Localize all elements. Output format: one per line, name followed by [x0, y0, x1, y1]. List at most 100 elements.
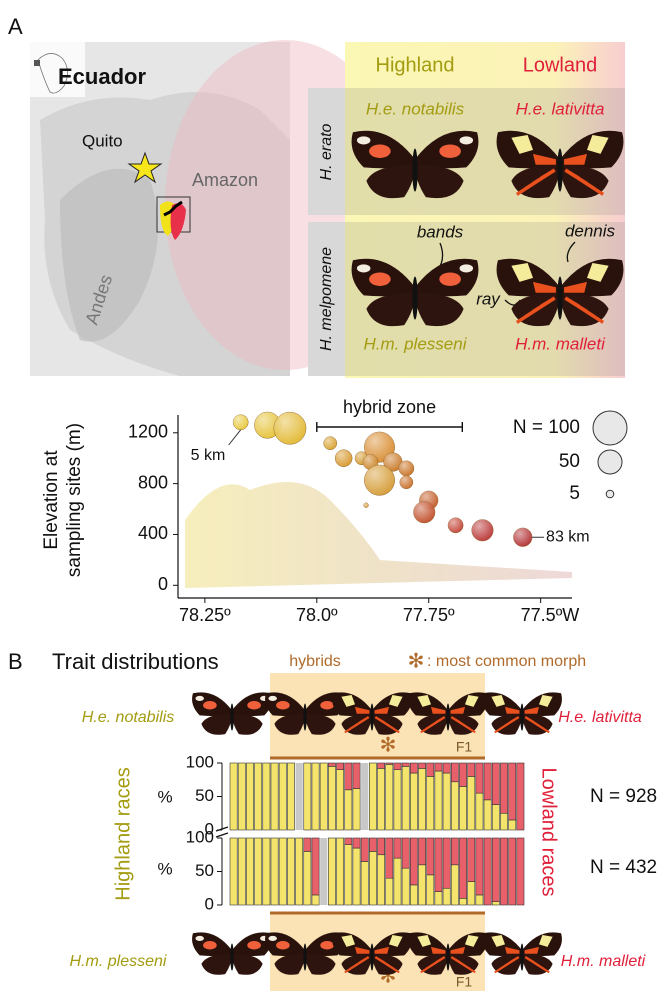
body	[520, 704, 523, 731]
bar-segment	[484, 800, 491, 830]
y-tick-label: 800	[138, 472, 168, 492]
hybrids-label: hybrids	[289, 653, 341, 670]
bar-segment	[402, 868, 409, 905]
bar-segment	[459, 786, 466, 830]
bar-segment	[353, 763, 360, 788]
body	[412, 149, 417, 192]
size-legend-circle	[606, 490, 614, 498]
bar-segment	[345, 838, 352, 845]
bar-segment	[427, 763, 434, 776]
bar-segment	[238, 763, 245, 830]
y-tick-label: 100	[186, 827, 214, 846]
bubble-shine	[513, 528, 532, 547]
bar-segment	[492, 805, 499, 830]
bar-segment	[369, 838, 376, 851]
y-axis-title: sampling sites (m)	[64, 423, 85, 577]
bar-segment	[263, 763, 270, 830]
bar-segment	[320, 763, 327, 830]
bar-segment	[427, 776, 434, 830]
bar-segment	[410, 885, 417, 905]
wing-patch	[203, 701, 217, 710]
bar-segment	[459, 898, 466, 905]
y-axis-title: Elevation at	[41, 450, 62, 550]
bar-segment	[369, 851, 376, 905]
bar-segment	[500, 813, 507, 830]
butterfly	[192, 692, 272, 734]
bar-segment	[378, 763, 385, 768]
bar-segment	[476, 838, 483, 895]
bar-segment	[410, 773, 417, 830]
city-label: Quito	[82, 131, 123, 150]
body	[303, 704, 306, 731]
wing-spot	[357, 136, 371, 144]
bar-segment	[353, 788, 360, 830]
bar-segment	[246, 838, 253, 905]
bar-segment	[328, 838, 335, 905]
wing-patch	[369, 272, 391, 286]
body	[370, 944, 373, 971]
bar-segment	[410, 763, 417, 773]
country-label: Ecuador	[58, 64, 146, 89]
bar-segment	[402, 766, 409, 830]
y-tick-label: 100	[186, 752, 214, 771]
y-tick-label: 50	[195, 786, 214, 805]
bar-segment	[304, 851, 311, 905]
row-header-label: H. erato	[318, 123, 335, 180]
wing-patch	[320, 941, 334, 950]
hindwing	[232, 954, 263, 975]
asterisk: ✻	[408, 650, 425, 672]
wing-spot	[195, 696, 204, 701]
body	[520, 944, 523, 971]
region-label: Amazon	[192, 170, 258, 190]
bar-segment	[451, 865, 458, 905]
race-name: H.m. malleti	[515, 334, 606, 353]
wing-patch	[276, 941, 290, 950]
panel-label: A	[8, 14, 23, 39]
bar-segment	[427, 838, 434, 875]
bar-segment	[443, 763, 450, 773]
bar-segment	[427, 875, 434, 905]
bar-segment	[246, 763, 253, 830]
body	[557, 277, 562, 320]
bar-segment	[361, 838, 368, 861]
y-axis-title: %	[157, 859, 172, 878]
y-tick-label: 400	[138, 523, 168, 543]
y-axis-title: %	[157, 787, 172, 806]
bar-segment	[468, 838, 475, 882]
bar-segment	[484, 763, 491, 800]
bar-segment	[418, 763, 425, 768]
bar-segment	[353, 848, 360, 905]
wing-spot	[460, 136, 474, 144]
bubble-shine	[324, 437, 337, 450]
race-name: H.m. plesseni	[70, 953, 167, 970]
sample-size: N = 432	[590, 857, 657, 878]
bar-segment	[386, 763, 393, 764]
bubble-shine	[413, 501, 435, 523]
point-annotation: 5 km	[191, 447, 226, 464]
bar-segment	[378, 855, 385, 905]
bar-segment	[410, 838, 417, 885]
bar-segment	[517, 838, 524, 905]
bar-segment	[476, 793, 483, 830]
asterisk-note: : most common morph	[427, 653, 586, 670]
bar-segment	[492, 902, 499, 905]
bubble-shine	[335, 450, 352, 467]
size-legend-label: N = 100	[513, 417, 580, 438]
bubble-shine	[274, 412, 306, 444]
bar-segment	[468, 763, 475, 776]
bubble-shine	[472, 520, 494, 542]
size-legend-circle	[598, 450, 622, 474]
bar-segment	[255, 763, 262, 830]
bar-segment	[451, 782, 458, 830]
bar-segment	[402, 838, 409, 868]
butterfly	[482, 692, 562, 734]
bubble-shine	[448, 518, 463, 533]
race-name: H.e. notabilis	[82, 709, 175, 726]
bar-segment	[443, 838, 450, 888]
bar-segment	[345, 845, 352, 905]
f1-label: F1	[456, 974, 473, 990]
bar-segment	[418, 838, 425, 865]
bar-segment	[378, 838, 385, 855]
bar-segment	[459, 763, 466, 786]
bar-segment	[402, 763, 409, 766]
